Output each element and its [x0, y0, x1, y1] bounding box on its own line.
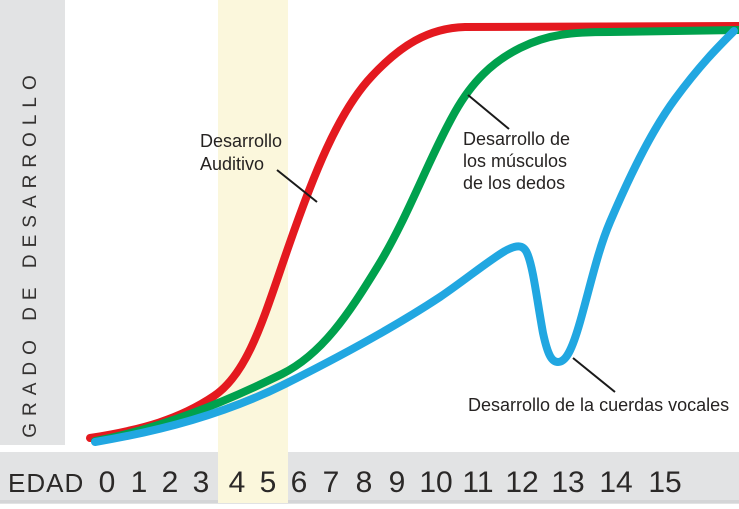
x-tick-1: 1 — [131, 466, 148, 499]
x-tick-10: 10 — [419, 466, 452, 499]
x-tick-6: 6 — [291, 466, 308, 499]
x-tick-15: 15 — [648, 466, 681, 499]
x-tick-2: 2 — [162, 466, 179, 499]
x-tick-9: 9 — [389, 466, 406, 499]
x-tick-13: 13 — [551, 466, 584, 499]
label-vocales: Desarrollo de la cuerdas vocales — [468, 395, 729, 415]
leader-line-vocales — [572, 357, 616, 393]
curve-musculos-dedos — [91, 26, 739, 445]
x-tick-7: 7 — [323, 466, 340, 499]
x-tick-4: 4 — [229, 466, 246, 499]
leader-line-auditivo — [276, 169, 318, 203]
x-tick-0: 0 — [99, 466, 116, 499]
x-tick-5: 5 — [260, 466, 277, 499]
x-tick-12: 12 — [505, 466, 538, 499]
label-musculos-line2: los músculos — [463, 151, 567, 171]
x-tick-8: 8 — [356, 466, 373, 499]
x-tick-14: 14 — [599, 466, 632, 499]
leader-line-musculos — [467, 94, 510, 130]
curve-desarrollo-auditivo — [86, 22, 739, 442]
x-axis-title: EDAD — [8, 468, 84, 498]
label-musculos-line1: Desarrollo de — [463, 129, 570, 149]
x-axis-band — [0, 452, 739, 503]
x-tick-11: 11 — [462, 466, 493, 499]
curve-cuerdas-vocales — [91, 27, 738, 446]
highlight-band-ages-4-5 — [218, 0, 288, 503]
label-musculos-line3: de los dedos — [463, 173, 565, 193]
y-axis-label: GRADO DE DESARROLLO — [20, 68, 41, 438]
y-axis-band — [0, 0, 65, 445]
label-auditivo-line1: Desarrollo — [200, 131, 282, 151]
label-auditivo-line2: Auditivo — [200, 154, 264, 174]
bottom-edge-shadow — [0, 500, 739, 504]
x-tick-3: 3 — [193, 466, 210, 499]
